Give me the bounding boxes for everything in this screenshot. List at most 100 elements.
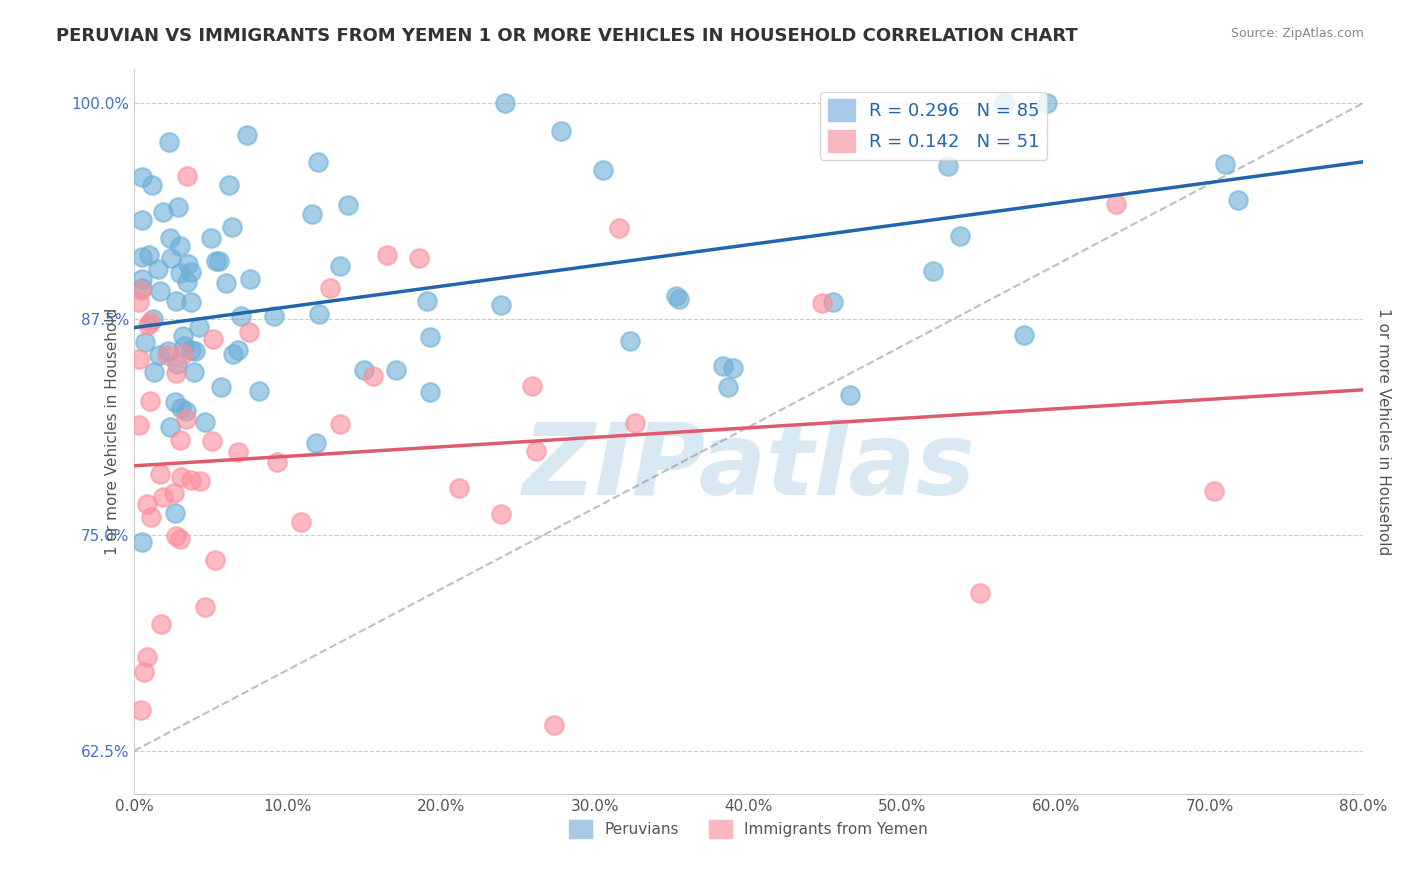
Point xyxy=(208,253,231,268)
Point xyxy=(169,239,191,253)
Point xyxy=(619,334,641,349)
Point xyxy=(128,295,150,310)
Point xyxy=(167,200,190,214)
Point xyxy=(1105,197,1128,211)
Point xyxy=(163,486,186,500)
Point xyxy=(214,276,236,290)
Point xyxy=(263,309,285,323)
Point xyxy=(839,388,862,402)
Point xyxy=(205,254,228,268)
Point xyxy=(136,497,159,511)
Point xyxy=(993,96,1015,111)
Point xyxy=(936,159,959,173)
Point xyxy=(176,257,198,271)
Point xyxy=(148,349,170,363)
Point xyxy=(173,339,195,353)
Point xyxy=(131,170,153,185)
Point xyxy=(174,411,197,425)
Point xyxy=(180,343,202,357)
Point xyxy=(148,467,170,482)
Legend: Peruvians, Immigrants from Yemen: Peruvians, Immigrants from Yemen xyxy=(562,814,935,845)
Point xyxy=(949,228,972,243)
Point xyxy=(165,507,187,521)
Point xyxy=(188,474,211,488)
Text: Source: ZipAtlas.com: Source: ZipAtlas.com xyxy=(1230,27,1364,40)
Point xyxy=(494,96,516,111)
Point xyxy=(226,444,249,458)
Point xyxy=(711,359,734,374)
Point xyxy=(131,272,153,286)
Point xyxy=(169,267,191,281)
Point xyxy=(138,247,160,261)
Point xyxy=(290,515,312,529)
Point xyxy=(592,163,614,178)
Point xyxy=(1012,327,1035,342)
Point xyxy=(194,415,217,429)
Point xyxy=(165,529,187,543)
Point xyxy=(169,532,191,546)
Point xyxy=(159,420,181,434)
Point xyxy=(721,361,744,376)
Point xyxy=(170,469,193,483)
Point xyxy=(165,294,187,309)
Point xyxy=(329,259,352,273)
Point xyxy=(169,434,191,448)
Point xyxy=(810,296,832,310)
Point xyxy=(166,358,188,372)
Point xyxy=(180,295,202,310)
Point xyxy=(301,207,323,221)
Point xyxy=(449,481,471,495)
Point xyxy=(550,124,572,138)
Point xyxy=(329,417,352,432)
Point xyxy=(136,318,159,333)
Point xyxy=(194,600,217,615)
Point xyxy=(307,154,329,169)
Point xyxy=(408,251,430,265)
Point xyxy=(361,369,384,384)
Point xyxy=(239,272,262,286)
Point xyxy=(489,298,512,312)
Point xyxy=(419,384,441,399)
Point xyxy=(247,384,270,398)
Point xyxy=(520,379,543,393)
Point xyxy=(152,490,174,504)
Point xyxy=(375,248,398,262)
Point xyxy=(337,198,360,212)
Point xyxy=(668,292,690,306)
Point xyxy=(183,365,205,379)
Point xyxy=(128,418,150,433)
Point xyxy=(180,473,202,487)
Point xyxy=(152,204,174,219)
Point xyxy=(609,221,631,235)
Point xyxy=(229,310,252,324)
Point xyxy=(416,294,439,309)
Point xyxy=(170,401,193,415)
Point xyxy=(165,366,187,380)
Point xyxy=(821,295,844,310)
Point xyxy=(180,265,202,279)
Point xyxy=(131,250,153,264)
Point xyxy=(174,404,197,418)
Point xyxy=(266,455,288,469)
Point xyxy=(146,262,169,277)
Point xyxy=(221,219,243,234)
Point xyxy=(665,289,688,303)
Point xyxy=(543,718,565,732)
Point xyxy=(160,251,183,265)
Point xyxy=(172,329,194,343)
Point xyxy=(489,507,512,521)
Point xyxy=(134,334,156,349)
Point xyxy=(149,284,172,298)
Point xyxy=(1227,193,1250,207)
Point xyxy=(201,434,224,449)
Y-axis label: 1 or more Vehicles in Household: 1 or more Vehicles in Household xyxy=(1376,308,1391,555)
Point xyxy=(184,343,207,358)
Point xyxy=(138,394,160,409)
Point xyxy=(156,348,179,362)
Text: ZIPatlas: ZIPatlas xyxy=(522,419,976,516)
Point xyxy=(238,325,260,339)
Point xyxy=(150,617,173,632)
Y-axis label: 1 or more Vehicles in Household: 1 or more Vehicles in Household xyxy=(105,308,120,555)
Point xyxy=(305,436,328,450)
Point xyxy=(1036,96,1059,111)
